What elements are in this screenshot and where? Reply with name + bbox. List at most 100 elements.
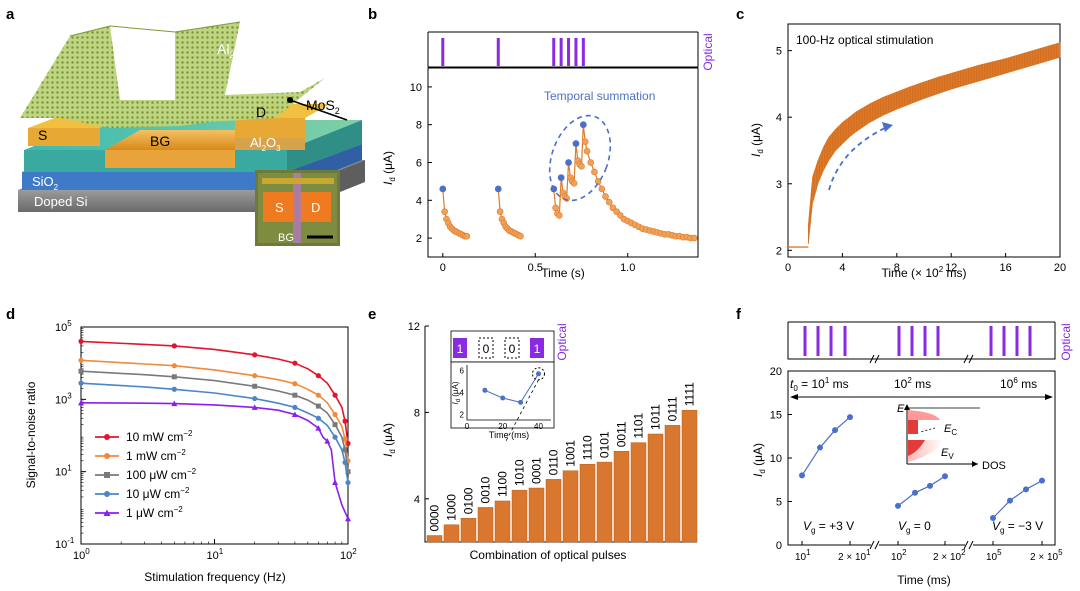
panel-b-xlabel: Time (s) [541, 266, 585, 280]
panel-f-axis-break [874, 540, 880, 550]
panel-c-title: 100-Hz optical stimulation [796, 33, 933, 47]
temporal-summation-ellipse [548, 114, 612, 202]
panel-d-series-line [80, 370, 349, 472]
panel-e-bar-label: 0100 [462, 487, 476, 514]
band-ec-label: EC [944, 423, 957, 437]
panel-b-peak-point [565, 159, 572, 166]
mos2-al2o3-top-film [20, 22, 325, 128]
panel-e-bar [664, 425, 681, 543]
panel-f-data-point [832, 427, 838, 434]
panel-d-marker [171, 400, 178, 407]
panel-f-pulse [1015, 326, 1019, 356]
inset-line [484, 373, 539, 403]
panel-d-marker [332, 411, 338, 418]
label-drain: D [256, 104, 266, 120]
panel-e-bar [443, 524, 460, 543]
panel-f-ytick-label: 10 [770, 453, 782, 465]
panel-d-marker [315, 373, 321, 379]
panel-d-marker [315, 415, 321, 421]
inset-pulse-bit: 0 [509, 342, 516, 356]
panel-d-marker [171, 386, 177, 392]
panel-f-data-point [847, 414, 853, 421]
back-gate-electrode [105, 130, 240, 150]
panel-d-marker [171, 374, 177, 380]
panel-c-oscillation-lines [808, 43, 1059, 244]
panel-d-marker [171, 343, 177, 349]
panel-e-bar [596, 461, 613, 543]
panel-e-bar [528, 487, 545, 543]
panel-b-pulse [581, 38, 585, 66]
panel-d-marker [78, 357, 84, 363]
panel-e-xlabel: Combination of optical pulses [470, 548, 627, 562]
panel-f-axes: 0 5 10 15 20 [770, 321, 1056, 552]
panel-e-bar [511, 489, 528, 543]
panel-e-bar [477, 507, 494, 543]
label-mos2: MoS2 [306, 97, 340, 116]
panel-e-bar-label: 0010 [479, 476, 493, 503]
label-sio2: SiO2 [32, 174, 59, 192]
panel-d-axes: 10-1 101 103 105 100 101 102 [55, 319, 357, 562]
panel-d-marker [342, 436, 348, 442]
panel-f-series-line [801, 416, 851, 476]
panel-b-pulse [559, 38, 563, 66]
panel-b-xtick-label: 1.0 [620, 262, 635, 274]
panel-b-xtick-label: 0.5 [528, 262, 543, 274]
inset-pulse-off [504, 337, 520, 359]
panel-c-ytick-label: 4 [776, 112, 782, 124]
panel-f-mid-label: 102 ms [894, 376, 931, 391]
panel-c-trend-arrow [828, 127, 886, 191]
panel-b-pulse [441, 38, 445, 66]
panel-d-marker [252, 352, 258, 358]
panel-f-vg-label: Vg = −3 V [992, 519, 1043, 535]
panel-c-axes: 2 3 4 5 0 4 8 12 16 20 [776, 23, 1066, 274]
inset-point [500, 395, 506, 401]
inset-label-bg: BG [278, 232, 294, 244]
panel-b-data-point [570, 179, 578, 187]
panel-f-t0-label: t0 = 101 ms [790, 376, 849, 393]
panel-f-pulse [923, 326, 927, 356]
panel-e-bar-label: 1111 [683, 382, 697, 406]
panel-f-axis-break [963, 540, 969, 550]
panel-d-marker [315, 392, 321, 398]
panel-f-xtick-label: 2 × 101 [838, 548, 871, 563]
panel-b-data-point [556, 212, 563, 219]
panel-d-legend-marker [103, 509, 111, 516]
panel-d-marker [78, 338, 84, 344]
panel-b-data-point [605, 198, 613, 206]
panel-b-ytick-label: 4 [416, 195, 422, 207]
inset-pulse-bit: 1 [457, 342, 464, 356]
panel-b-ytick-label: 6 [416, 158, 422, 170]
panel-e-bar [460, 517, 477, 543]
panel-b-peak-point [557, 174, 565, 181]
panel-b-pulses [441, 38, 585, 66]
panel-c-xtick-label: 4 [839, 262, 845, 274]
panel-c-ytick-label: 5 [776, 46, 782, 58]
panel-e-bar [562, 470, 579, 543]
panel-d-series-line [80, 340, 349, 444]
panel-f-pulse [829, 326, 833, 356]
panel-b-optical-label: Optical [701, 33, 715, 70]
panel-d-marker [252, 383, 258, 389]
panel-f-pulse [843, 326, 847, 356]
panel-b-ylabel: Id (μA) [381, 151, 397, 185]
panel-b-pulse [574, 38, 578, 66]
panel-c-xlabel: Time (× 102 ms) [881, 265, 966, 280]
inset-pulse-on [530, 338, 544, 358]
panel-c-data [788, 42, 1061, 248]
inset-axes [466, 365, 551, 421]
panel-d-ytick-label: 10-1 [55, 536, 75, 551]
panel-d-marker [342, 459, 348, 466]
panel-f-data-point [1007, 497, 1013, 504]
panel-e-bar [647, 433, 664, 543]
panel-b-data-point [552, 204, 559, 212]
panel-b-data-point [591, 168, 598, 176]
panel-d-marker [315, 425, 322, 431]
panel-f-axis-break-mask [965, 541, 973, 549]
panel-e-bars: 0000 1000 0100 0010 1100 1010 0001 0110 1001 1110… [426, 382, 698, 543]
panel-f-data-point [895, 502, 901, 509]
panel-f-ylabel: Id (μA) [751, 443, 767, 477]
panel-f-ytick-label: 0 [776, 540, 782, 552]
panel-f-pulse-break [963, 354, 969, 364]
